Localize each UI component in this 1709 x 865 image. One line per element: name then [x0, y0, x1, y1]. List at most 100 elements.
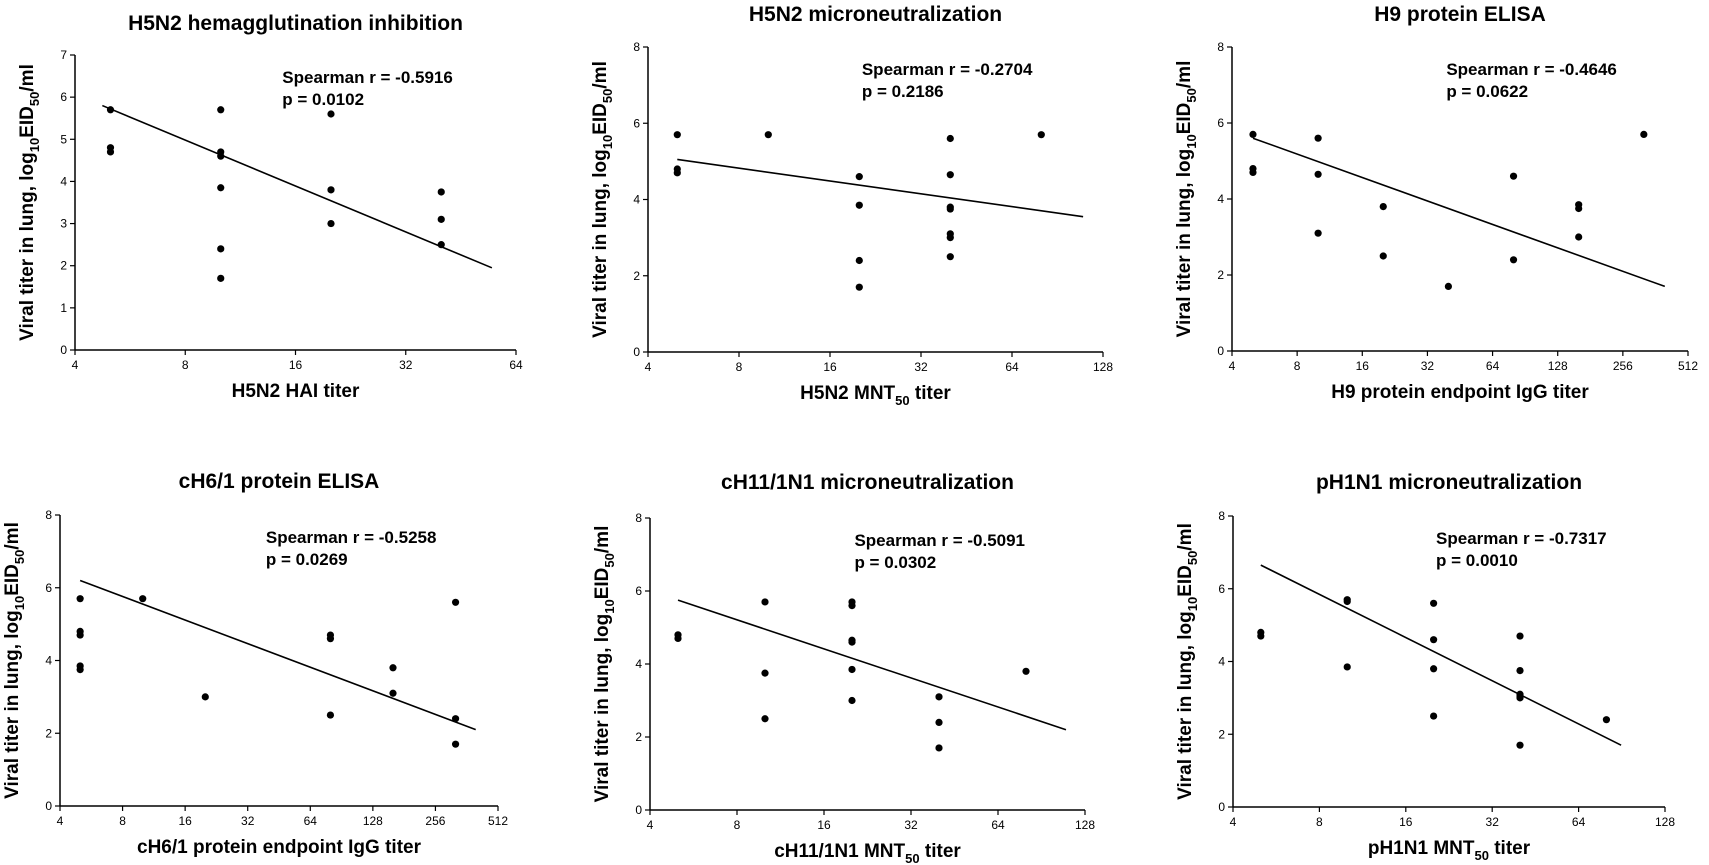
x-tick-label: 4: [1229, 359, 1236, 373]
x-tick-label: 256: [1613, 359, 1633, 373]
correlation-annotation: p = 0.0102: [282, 90, 364, 109]
data-point: [1257, 632, 1265, 640]
x-axis-label: H9 protein endpoint IgG titer: [1331, 382, 1589, 403]
data-point: [761, 715, 769, 723]
x-tick-label: 16: [1399, 815, 1413, 829]
y-tick-label: 2: [60, 259, 67, 273]
y-axis-label: Viral titer in lung, log10EID50/ml: [2, 522, 27, 799]
y-tick-label: 8: [45, 508, 52, 522]
data-point: [855, 256, 863, 265]
data-point: [106, 106, 115, 114]
y-tick-label: 2: [1217, 268, 1224, 282]
data-point: [1430, 599, 1438, 607]
y-axis-label: Viral titer in lung, log10EID50/ml: [1174, 61, 1199, 338]
data-point: [673, 169, 681, 177]
data-point: [327, 219, 335, 228]
y-tick-label: 8: [1218, 509, 1225, 523]
y-tick-label: 7: [60, 48, 67, 62]
y-axis-label: Viral titer in lung, log10EID50/ml: [17, 64, 42, 341]
x-axis-label: pH1N1 MNT50 titer: [1368, 838, 1531, 863]
data-point: [848, 696, 856, 705]
y-tick-label: 4: [635, 657, 642, 671]
data-point: [1314, 170, 1322, 178]
chart-title: cH6/1 protein ELISA: [179, 470, 380, 493]
data-point: [437, 215, 445, 223]
data-point: [935, 744, 943, 752]
y-tick-label: 5: [60, 132, 67, 146]
x-tick-label: 32: [1421, 359, 1435, 373]
correlation-annotation: Spearman r = -0.4646: [1446, 60, 1617, 79]
data-point: [1022, 667, 1030, 675]
y-tick-label: 2: [635, 730, 642, 744]
x-tick-label: 32: [241, 814, 255, 828]
data-point: [1516, 694, 1524, 702]
data-point: [326, 711, 335, 719]
data-point: [764, 131, 772, 139]
correlation-annotation: Spearman r = -0.5916: [282, 68, 453, 87]
data-point: [217, 245, 225, 253]
correlation-annotation: Spearman r = -0.2704: [862, 60, 1033, 79]
y-tick-label: 8: [1217, 40, 1224, 54]
y-tick-label: 6: [635, 584, 642, 598]
data-point: [389, 664, 397, 672]
data-point: [855, 173, 863, 181]
y-tick-label: 4: [1218, 655, 1225, 669]
y-tick-label: 0: [45, 799, 52, 813]
x-tick-label: 64: [304, 814, 318, 828]
data-point: [201, 693, 209, 701]
chart-title: H5N2 hemagglutination inhibition: [128, 12, 463, 35]
data-point: [1575, 204, 1583, 213]
data-point: [946, 234, 954, 242]
data-point: [217, 152, 225, 160]
chart-title: H9 protein ELISA: [1374, 3, 1546, 26]
data-point: [451, 715, 460, 723]
y-tick-label: 0: [1217, 344, 1224, 358]
x-tick-label: 16: [817, 818, 831, 832]
data-point: [674, 634, 682, 643]
regression-line: [677, 158, 1084, 218]
data-point: [389, 689, 397, 697]
y-tick-label: 8: [635, 511, 642, 525]
correlation-annotation: Spearman r = -0.5258: [266, 528, 437, 547]
data-point: [848, 602, 856, 610]
x-tick-label: 128: [1075, 818, 1095, 832]
data-point: [76, 595, 84, 603]
y-axis-label: Viral titer in lung, log10EID50/ml: [592, 526, 617, 803]
regression-line: [102, 104, 493, 269]
data-point: [451, 740, 460, 748]
x-axis-label: H5N2 MNT50 titer: [800, 383, 951, 408]
y-tick-label: 0: [635, 803, 642, 817]
data-point: [855, 201, 863, 209]
x-tick-label: 64: [1572, 815, 1586, 829]
data-point: [1430, 636, 1438, 644]
x-tick-label: 4: [645, 360, 652, 374]
data-point: [761, 669, 769, 677]
regression-line: [677, 599, 1067, 731]
data-point: [946, 171, 954, 179]
data-point: [1249, 130, 1257, 138]
data-point: [76, 665, 84, 674]
data-point: [1430, 712, 1438, 720]
x-tick-label: 128: [1655, 815, 1675, 829]
correlation-annotation: Spearman r = -0.7317: [1436, 529, 1607, 548]
x-axis-label: cH6/1 protein endpoint IgG titer: [137, 837, 422, 858]
x-tick-label: 64: [991, 818, 1005, 832]
data-point: [217, 274, 225, 282]
data-point: [1314, 229, 1322, 237]
y-axis-label: Viral titer in lung, log10EID50/ml: [590, 61, 615, 338]
data-point: [217, 184, 225, 192]
data-point: [848, 638, 856, 646]
data-point: [855, 283, 863, 291]
x-tick-label: 128: [1548, 359, 1568, 373]
data-point: [1343, 663, 1351, 671]
data-point: [1037, 131, 1045, 139]
x-tick-label: 64: [1486, 359, 1500, 373]
y-tick-label: 8: [633, 40, 640, 54]
x-tick-label: 8: [736, 360, 743, 374]
y-axis-label: Viral titer in lung, log10EID50/ml: [1175, 523, 1200, 800]
y-tick-label: 6: [1218, 582, 1225, 596]
x-tick-label: 8: [119, 814, 126, 828]
x-tick-label: 8: [182, 358, 189, 372]
data-point: [1640, 130, 1648, 138]
x-tick-label: 32: [1486, 815, 1500, 829]
